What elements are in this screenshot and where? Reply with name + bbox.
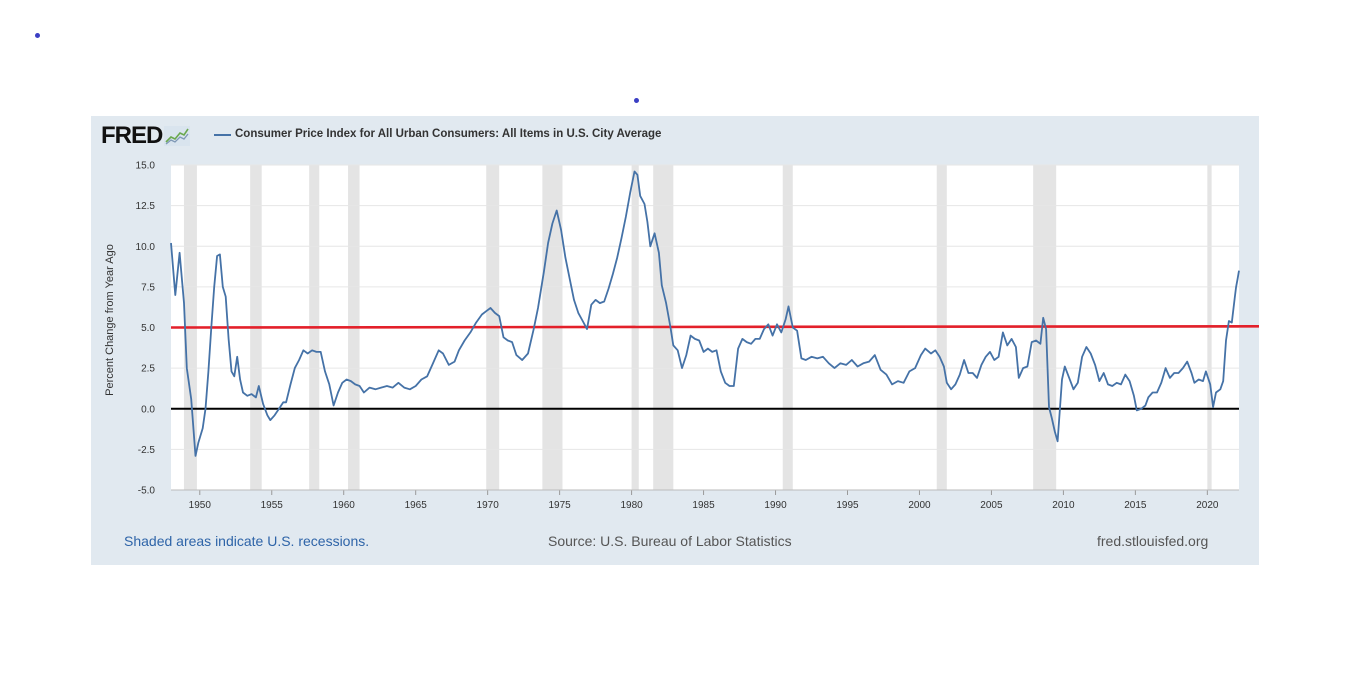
x-tick-label: 1955 bbox=[261, 500, 284, 511]
x-tick-label: 1960 bbox=[333, 500, 356, 511]
y-tick-label: -2.5 bbox=[138, 445, 156, 456]
x-tick-label: 2010 bbox=[1052, 500, 1075, 511]
x-tick-label: 2015 bbox=[1124, 500, 1147, 511]
y-tick-label: 2.5 bbox=[141, 364, 155, 375]
x-tick-label: 1965 bbox=[405, 500, 428, 511]
y-tick-label: 15.0 bbox=[136, 161, 156, 172]
reference-line bbox=[170, 325, 1259, 329]
site-link[interactable]: fred.stlouisfed.org bbox=[1097, 533, 1209, 549]
y-tick-label: 12.5 bbox=[136, 201, 156, 212]
x-tick-label: 1995 bbox=[836, 500, 859, 511]
fred-logo[interactable]: FRED bbox=[101, 122, 191, 149]
y-tick-label: -5.0 bbox=[138, 486, 156, 497]
y-tick-label: 10.0 bbox=[136, 242, 156, 253]
chart-plot: -5.0 -2.5 0.0 2.5 5.0 7.5 10.0 12.5 15.0 1950 1955… bbox=[136, 161, 1259, 511]
x-tick-label: 1950 bbox=[189, 500, 212, 511]
x-tick-label: 2000 bbox=[908, 500, 931, 511]
x-tick-label: 1975 bbox=[549, 500, 572, 511]
y-tick-label: 7.5 bbox=[141, 282, 155, 293]
source-note: Source: U.S. Bureau of Labor Statistics bbox=[548, 533, 792, 549]
legend-swatch bbox=[214, 134, 231, 136]
x-tick-label: 1980 bbox=[620, 500, 643, 511]
list-bullet bbox=[35, 33, 40, 38]
y-tick-label: 0.0 bbox=[141, 404, 155, 415]
x-tick-label: 2005 bbox=[980, 500, 1003, 511]
legend-label: Consumer Price Index for All Urban Consu… bbox=[235, 128, 662, 140]
x-tick-label: 1970 bbox=[477, 500, 500, 511]
sparkline-chart-icon bbox=[164, 126, 191, 146]
series-line bbox=[170, 170, 1240, 457]
recession-note: Shaded areas indicate U.S. recessions. bbox=[124, 533, 370, 549]
chart-panel: FRED Consumer Price Index for All Urban … bbox=[91, 116, 1259, 565]
y-tick-label: 5.0 bbox=[141, 323, 155, 334]
logo-text: FRED bbox=[101, 122, 163, 149]
x-tick-label: 2020 bbox=[1196, 500, 1219, 511]
x-tick-label: 1985 bbox=[692, 500, 715, 511]
list-bullet bbox=[634, 98, 639, 103]
x-tick-label: 1990 bbox=[764, 500, 787, 511]
